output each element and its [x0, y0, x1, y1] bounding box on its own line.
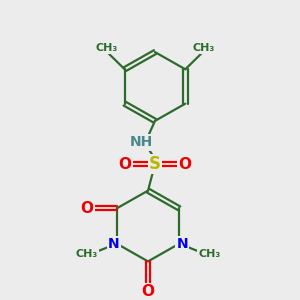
- Text: N: N: [108, 237, 120, 251]
- Text: CH₃: CH₃: [198, 248, 220, 259]
- Text: O: O: [178, 157, 191, 172]
- Text: CH₃: CH₃: [192, 43, 214, 53]
- Text: O: O: [80, 201, 93, 216]
- Text: S: S: [149, 155, 161, 173]
- Text: O: O: [142, 284, 154, 299]
- Text: NH: NH: [129, 136, 153, 149]
- Text: CH₃: CH₃: [96, 43, 118, 53]
- Text: CH₃: CH₃: [76, 248, 98, 259]
- Text: N: N: [176, 237, 188, 251]
- Text: O: O: [118, 157, 131, 172]
